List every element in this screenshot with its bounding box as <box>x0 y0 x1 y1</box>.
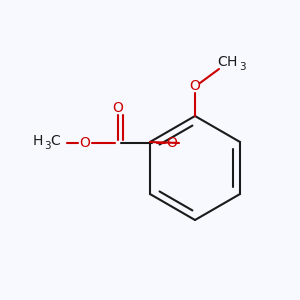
Text: O: O <box>112 101 123 115</box>
Text: C: C <box>217 55 227 69</box>
Text: O: O <box>80 136 90 150</box>
Text: O: O <box>167 136 177 150</box>
Text: H: H <box>227 55 237 69</box>
Text: C: C <box>50 134 60 148</box>
Text: 3: 3 <box>239 62 245 72</box>
Text: H: H <box>33 134 43 148</box>
Text: O: O <box>190 79 200 93</box>
Text: 3: 3 <box>44 141 50 151</box>
